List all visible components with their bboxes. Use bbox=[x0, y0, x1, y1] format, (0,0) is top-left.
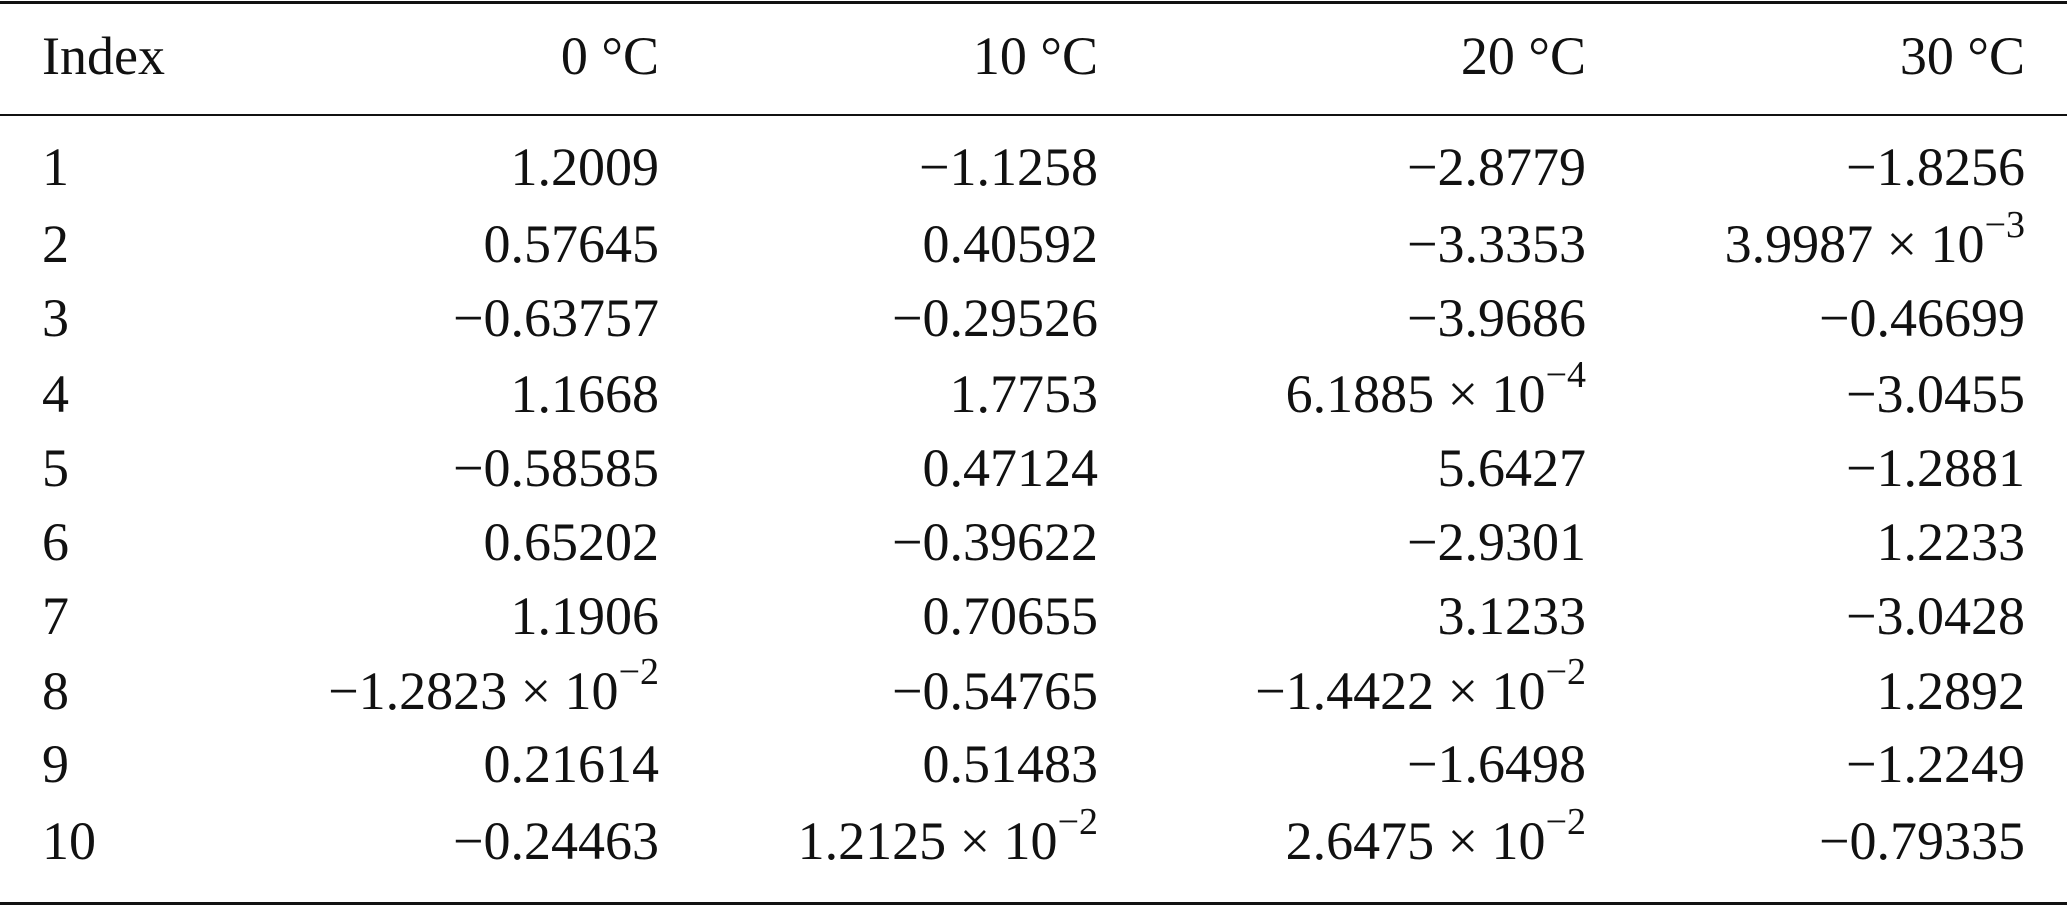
cell: 1.2125 × 10−2 bbox=[797, 803, 1098, 871]
header-cell: Index bbox=[42, 26, 165, 86]
index-cell: 10 bbox=[42, 811, 96, 871]
cell: 0.21614 bbox=[483, 734, 660, 794]
cell: 3.9987 × 10−3 bbox=[1724, 206, 2025, 274]
cell: 5.6427 bbox=[1437, 438, 1587, 498]
cell: 1.7753 bbox=[949, 364, 1099, 424]
header-cell: 0 °C bbox=[560, 26, 659, 86]
cell: 1.2233 bbox=[1876, 512, 2026, 572]
mantissa: 1.2125 × 10 bbox=[797, 811, 1058, 871]
cell: 1.2892 bbox=[1876, 661, 2026, 721]
index-cell: 5 bbox=[42, 438, 69, 498]
cell: −0.29526 bbox=[892, 288, 1098, 348]
mantissa: 6.1885 × 10 bbox=[1285, 364, 1546, 424]
cell: −1.1258 bbox=[919, 137, 1098, 197]
index-cell: 2 bbox=[42, 214, 69, 274]
mantissa: 3.9987 × 10 bbox=[1724, 214, 1985, 274]
index-cell: 6 bbox=[42, 512, 69, 572]
index-cell: 8 bbox=[42, 661, 69, 721]
cell: 2.6475 × 10−2 bbox=[1285, 803, 1586, 871]
index-cell: 4 bbox=[42, 364, 69, 424]
cell: −0.24463 bbox=[453, 811, 659, 871]
cell: 0.65202 bbox=[483, 512, 660, 572]
exponent: −2 bbox=[618, 651, 659, 693]
index-cell: 7 bbox=[42, 586, 69, 646]
cell: −1.2881 bbox=[1846, 438, 2025, 498]
mantissa: −1.4422 × 10 bbox=[1255, 661, 1546, 721]
cell: −1.4422 × 10−2 bbox=[1255, 653, 1586, 721]
cell: 0.47124 bbox=[922, 438, 1099, 498]
cell: −1.2249 bbox=[1846, 734, 2025, 794]
cell: 1.2009 bbox=[510, 137, 660, 197]
cell: −3.9686 bbox=[1407, 288, 1586, 348]
cell: −0.54765 bbox=[892, 661, 1098, 721]
mantissa: −1.2823 × 10 bbox=[328, 661, 619, 721]
header-rule bbox=[0, 114, 2067, 116]
cell: −2.8779 bbox=[1407, 137, 1586, 197]
exponent: −2 bbox=[1545, 801, 1586, 843]
top-rule bbox=[0, 1, 2067, 4]
cell: 0.70655 bbox=[922, 586, 1099, 646]
cell: −1.6498 bbox=[1407, 734, 1586, 794]
cell: −0.79335 bbox=[1819, 811, 2025, 871]
cell: 0.51483 bbox=[922, 734, 1099, 794]
cell: 0.57645 bbox=[483, 214, 660, 274]
index-cell: 3 bbox=[42, 288, 69, 348]
cell: −0.58585 bbox=[453, 438, 659, 498]
index-cell: 9 bbox=[42, 734, 69, 794]
mantissa: 2.6475 × 10 bbox=[1285, 811, 1546, 871]
cell: −1.8256 bbox=[1846, 137, 2025, 197]
cell: 1.1906 bbox=[510, 586, 660, 646]
cell: −3.0455 bbox=[1846, 364, 2025, 424]
cell: −0.63757 bbox=[453, 288, 659, 348]
bottom-rule bbox=[0, 902, 2067, 905]
exponent: −2 bbox=[1545, 651, 1586, 693]
cell: 0.40592 bbox=[922, 214, 1099, 274]
exponent: −3 bbox=[1984, 204, 2025, 246]
cell: 3.1233 bbox=[1437, 586, 1587, 646]
cell: −0.46699 bbox=[1819, 288, 2025, 348]
cell: −3.3353 bbox=[1407, 214, 1586, 274]
cell: −3.0428 bbox=[1846, 586, 2025, 646]
exponent: −4 bbox=[1545, 354, 1586, 396]
cell: 6.1885 × 10−4 bbox=[1285, 356, 1586, 424]
cell: −0.39622 bbox=[892, 512, 1098, 572]
cell: 1.1668 bbox=[510, 364, 660, 424]
header-cell: 30 °C bbox=[1899, 26, 2025, 86]
cell: −1.2823 × 10−2 bbox=[328, 653, 659, 721]
index-cell: 1 bbox=[42, 137, 69, 197]
cell: −2.9301 bbox=[1407, 512, 1586, 572]
header-cell: 20 °C bbox=[1460, 26, 1586, 86]
header-cell: 10 °C bbox=[972, 26, 1098, 86]
exponent: −2 bbox=[1057, 801, 1098, 843]
